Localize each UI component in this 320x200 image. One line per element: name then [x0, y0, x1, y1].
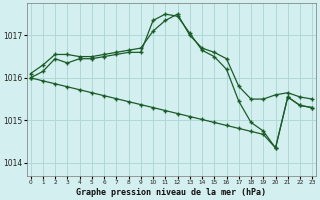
X-axis label: Graphe pression niveau de la mer (hPa): Graphe pression niveau de la mer (hPa) [76, 188, 267, 197]
